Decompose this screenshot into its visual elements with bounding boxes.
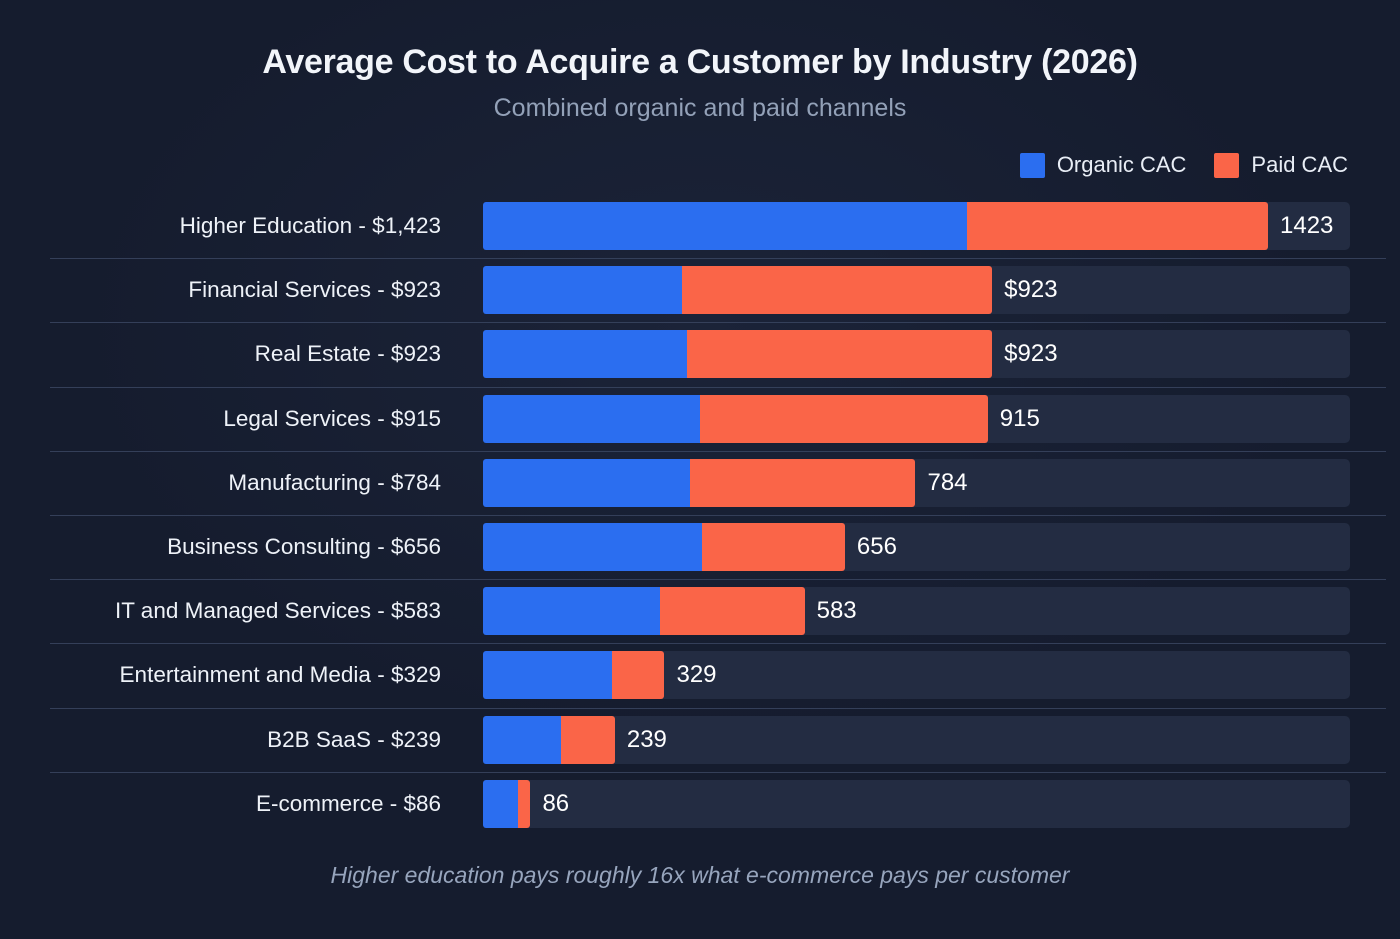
- bar-segment-paid[interactable]: [660, 587, 805, 636]
- bar-value-label: $923: [1004, 276, 1058, 304]
- bar-segment-organic[interactable]: [483, 458, 691, 507]
- bar-segment-paid[interactable]: [560, 715, 615, 764]
- bar-segment-organic[interactable]: [483, 715, 561, 764]
- legend-item-paid[interactable]: Paid CAC: [1214, 152, 1348, 178]
- bar-row[interactable]: Entertainment and Media - $329 329: [0, 643, 1400, 707]
- bar-value-label: 784: [927, 468, 968, 496]
- row-label: Legal Services - $915: [223, 405, 441, 431]
- row-gridline: [50, 707, 1386, 709]
- bar-row[interactable]: Financial Services - $923 $923: [0, 258, 1400, 322]
- bar-segment-paid[interactable]: [690, 458, 916, 507]
- stacked-bar[interactable]: [483, 522, 845, 571]
- stacked-bar[interactable]: [483, 330, 993, 379]
- row-gridline: [50, 643, 1386, 645]
- bar-row[interactable]: Legal Services - $915 915: [0, 386, 1400, 451]
- bar-track: [483, 779, 1350, 828]
- row-label: Financial Services - $923: [188, 277, 441, 303]
- bar-value-label: $923: [1004, 340, 1058, 368]
- legend-label-organic: Organic CAC: [1056, 152, 1187, 177]
- row-label: Business Consulting - $656: [167, 534, 441, 560]
- bar-segment-organic[interactable]: [483, 651, 613, 700]
- row-label: Real Estate - $923: [254, 341, 441, 367]
- bar-segment-organic[interactable]: [483, 266, 682, 315]
- chart-subtitle: Combined organic and paid channels: [493, 94, 907, 123]
- bar-segment-paid[interactable]: [612, 651, 665, 700]
- bar-segment-paid[interactable]: [702, 522, 845, 571]
- chart-header: Average Cost to Acquire a Customer by In…: [0, 0, 1400, 123]
- legend-swatch-paid-icon: [1214, 152, 1240, 178]
- bar-row[interactable]: Manufacturing - $784 784: [0, 450, 1400, 515]
- bar-row[interactable]: B2B SaaS - $239 239: [0, 707, 1400, 772]
- bar-row[interactable]: Real Estate - $923 $923: [0, 322, 1400, 386]
- bar-value-label: 239: [626, 725, 667, 753]
- bar-segment-paid[interactable]: [681, 266, 993, 315]
- bar-row[interactable]: Higher Education - $1,423 1423: [0, 194, 1400, 258]
- bar-segment-paid[interactable]: [518, 779, 531, 828]
- bar-track: [483, 715, 1350, 764]
- chart-footnote: Higher education pays roughly 16x what e…: [330, 862, 1070, 888]
- bar-segment-organic[interactable]: [483, 779, 519, 828]
- row-gridline: [50, 386, 1386, 388]
- row-label: Entertainment and Media - $329: [119, 662, 441, 688]
- bar-row[interactable]: IT and Managed Services - $583 583: [0, 579, 1400, 643]
- bar-value-label: 86: [542, 789, 570, 817]
- stacked-bar[interactable]: [483, 651, 665, 700]
- row-label: Higher Education - $1,423: [179, 213, 441, 239]
- row-label: Manufacturing - $784: [228, 469, 441, 495]
- row-label: B2B SaaS - $239: [267, 726, 441, 752]
- row-label: E-commerce - $86: [255, 790, 441, 816]
- row-label: IT and Managed Services - $583: [114, 598, 441, 624]
- bar-segment-organic[interactable]: [483, 394, 700, 443]
- bar-segment-organic[interactable]: [483, 522, 702, 571]
- chart-title: Average Cost to Acquire a Customer by In…: [262, 43, 1138, 81]
- stacked-bar[interactable]: [483, 587, 805, 636]
- bar-value-label: 915: [999, 404, 1040, 432]
- bar-segment-paid[interactable]: [686, 330, 993, 379]
- bar-value-label: 656: [856, 532, 897, 560]
- bar-row[interactable]: E-commerce - $86 86: [0, 771, 1400, 836]
- bar-segment-organic[interactable]: [483, 202, 968, 250]
- stacked-bar[interactable]: [483, 266, 993, 315]
- bar-rows: Higher Education - $1,423 1423 Financial S…: [0, 194, 1400, 839]
- plot-area: Higher Education - $1,423 1423 Financial S…: [0, 194, 1400, 839]
- stacked-bar[interactable]: [483, 779, 531, 828]
- legend-swatch-organic-icon: [1019, 152, 1045, 178]
- bar-segment-organic[interactable]: [483, 587, 661, 636]
- bar-segment-paid[interactable]: [699, 394, 988, 443]
- row-gridline: [50, 258, 1386, 260]
- row-gridline: [50, 579, 1386, 581]
- bar-value-label: 1423: [1280, 212, 1334, 239]
- row-gridline: [50, 771, 1386, 773]
- row-gridline: [50, 322, 1386, 324]
- stacked-bar[interactable]: [483, 458, 916, 507]
- legend-label-paid: Paid CAC: [1251, 152, 1348, 177]
- chart-legend: Organic CAC Paid CAC: [1019, 152, 1348, 178]
- bar-segment-paid[interactable]: [967, 202, 1268, 250]
- bar-row[interactable]: Business Consulting - $656 656: [0, 514, 1400, 579]
- stacked-bar[interactable]: [483, 715, 615, 764]
- bar-value-label: 329: [676, 661, 717, 689]
- stacked-bar[interactable]: [483, 394, 988, 443]
- legend-item-organic[interactable]: Organic CAC: [1019, 152, 1187, 178]
- stacked-bar[interactable]: [483, 202, 1268, 250]
- row-gridline: [50, 450, 1386, 452]
- bar-value-label: 583: [816, 597, 857, 625]
- row-gridline: [50, 514, 1386, 516]
- bar-segment-organic[interactable]: [483, 330, 687, 379]
